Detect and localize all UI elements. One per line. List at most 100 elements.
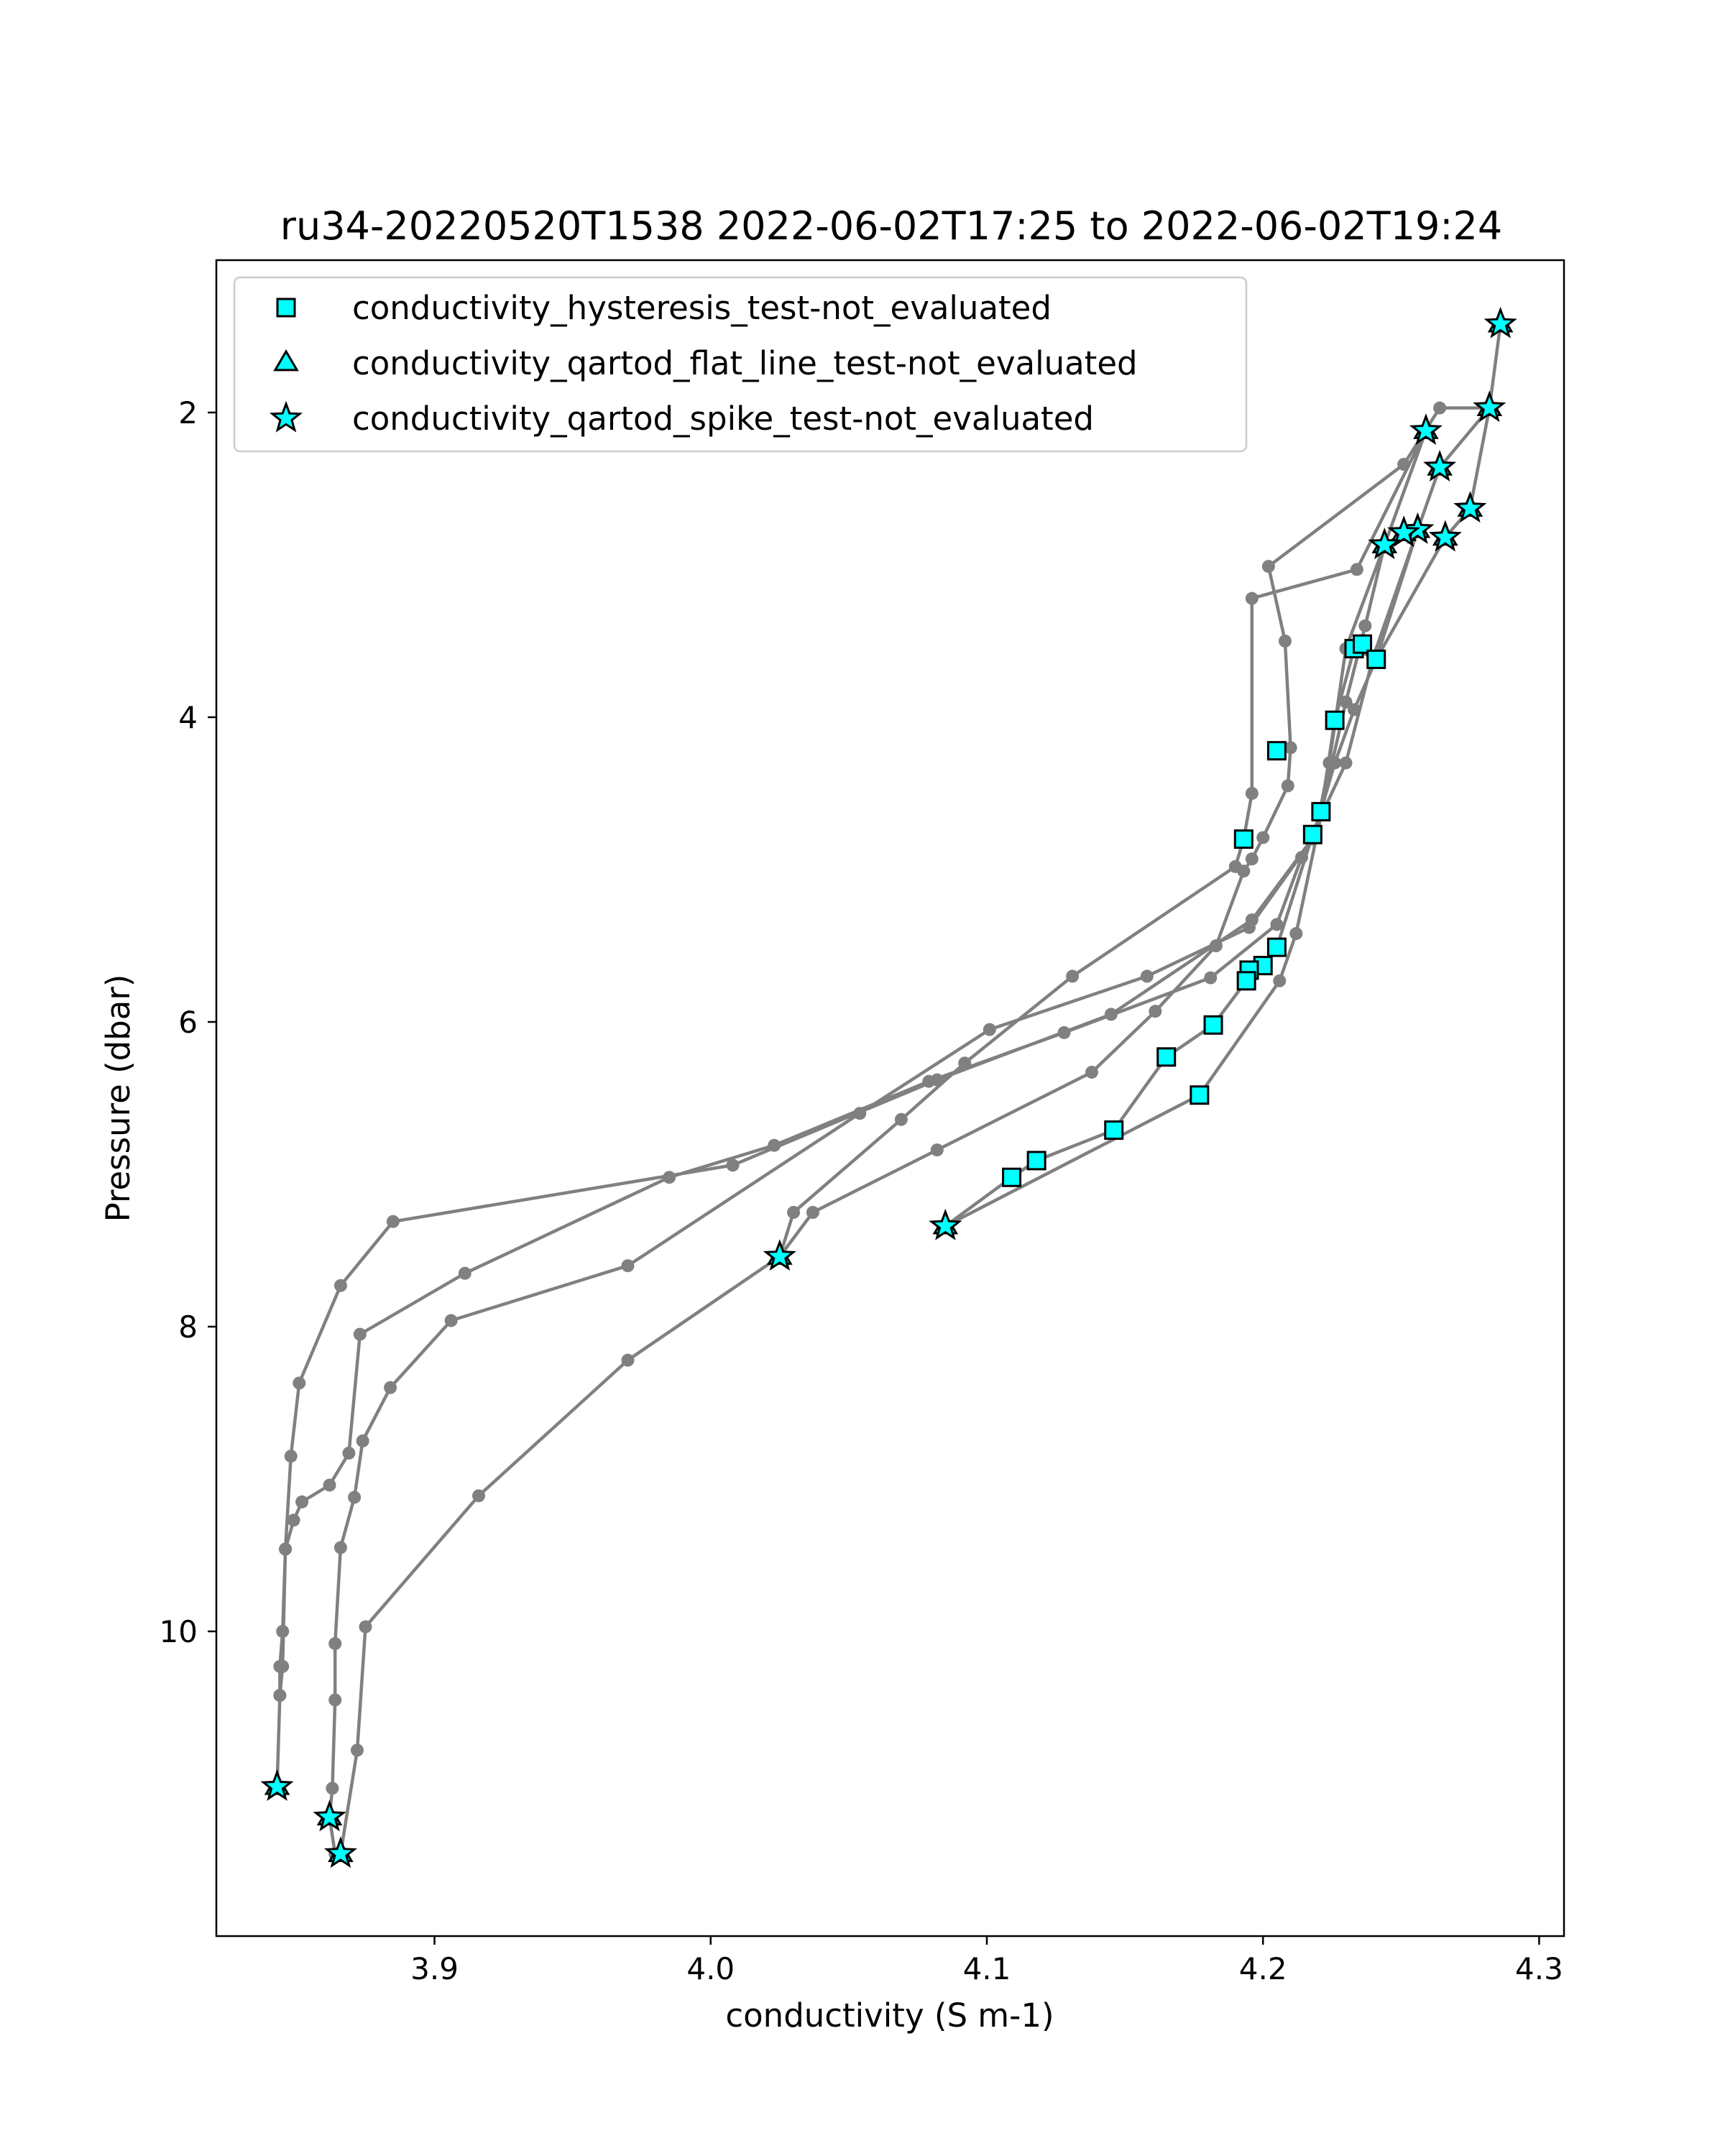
profile-point bbox=[1228, 860, 1242, 873]
y-axis-label: Pressure (dbar) bbox=[99, 975, 137, 1222]
x-tick-label: 4.2 bbox=[1239, 1951, 1287, 1986]
y-tick-label: 8 bbox=[178, 1309, 198, 1345]
profile-point bbox=[295, 1495, 309, 1508]
legend-entry: conductivity_qartod_spike_test-not_evalu… bbox=[269, 400, 1094, 438]
profile-point bbox=[356, 1434, 369, 1447]
profile-line bbox=[275, 322, 1502, 1856]
profile-point bbox=[458, 1266, 472, 1280]
profile-point bbox=[1328, 756, 1342, 770]
square-marker bbox=[1203, 1015, 1223, 1035]
series-square bbox=[1002, 634, 1386, 1187]
profile-point bbox=[328, 1693, 342, 1707]
profile-point bbox=[1284, 741, 1297, 755]
profile-point bbox=[1104, 1008, 1118, 1021]
profile-point bbox=[1245, 591, 1259, 605]
profile-point bbox=[1245, 852, 1259, 866]
profile-point bbox=[444, 1314, 458, 1327]
profile-point bbox=[983, 1023, 996, 1036]
profile-point bbox=[276, 1659, 290, 1673]
x-tick-label: 4.0 bbox=[686, 1951, 735, 1986]
profile-point bbox=[1347, 703, 1361, 717]
profile-point bbox=[342, 1446, 356, 1460]
star-marker bbox=[260, 1769, 294, 1801]
profile-point bbox=[276, 1625, 290, 1638]
square-marker bbox=[1302, 824, 1322, 844]
star-marker bbox=[1428, 520, 1462, 552]
profile-point bbox=[1242, 921, 1256, 934]
profile-point bbox=[894, 1112, 908, 1126]
profile-point bbox=[1245, 787, 1259, 800]
chart-title: ru34-20220520T1538 2022-06-02T17:25 to 2… bbox=[280, 203, 1502, 249]
profile-point bbox=[348, 1491, 362, 1504]
profile-point bbox=[930, 1143, 944, 1157]
profile-point bbox=[323, 1478, 336, 1492]
profile-point bbox=[350, 1743, 364, 1757]
y-tick-label: 2 bbox=[178, 395, 198, 430]
square-marker bbox=[1366, 649, 1386, 669]
square-marker bbox=[1002, 1167, 1022, 1187]
y-tick-label: 10 bbox=[160, 1614, 198, 1649]
profile-point bbox=[1204, 971, 1218, 985]
star-marker bbox=[929, 1208, 962, 1240]
profile-point bbox=[1261, 560, 1275, 573]
profile-point bbox=[1256, 831, 1270, 844]
profile-point bbox=[1085, 1065, 1098, 1079]
profile-point bbox=[384, 1381, 397, 1394]
square-marker bbox=[1266, 937, 1287, 957]
square-marker bbox=[1236, 971, 1256, 991]
profile-point bbox=[353, 1327, 367, 1341]
profile-point bbox=[334, 1541, 347, 1554]
profile-point bbox=[284, 1450, 298, 1463]
square-marker bbox=[1325, 710, 1345, 730]
profile-point bbox=[287, 1514, 300, 1527]
legend-frame bbox=[233, 276, 1248, 453]
legend-label: conductivity_qartod_spike_test-not_evalu… bbox=[352, 400, 1094, 438]
profile-point bbox=[1397, 458, 1411, 471]
y-tick-label: 6 bbox=[178, 1005, 198, 1040]
plot-frame bbox=[215, 259, 1565, 1938]
square-marker bbox=[1311, 801, 1331, 821]
profile-point bbox=[386, 1215, 400, 1228]
star-marker bbox=[1368, 528, 1402, 560]
profile-point bbox=[1350, 563, 1363, 576]
profile-point bbox=[472, 1489, 486, 1503]
profile-point bbox=[1057, 1026, 1071, 1039]
star-marker bbox=[1423, 449, 1457, 482]
legend-star-marker bbox=[269, 400, 303, 433]
profile-point bbox=[1066, 969, 1080, 983]
square-marker bbox=[1190, 1085, 1210, 1105]
profile-point bbox=[1339, 695, 1353, 709]
profile-point bbox=[853, 1107, 867, 1120]
y-tick-label: 4 bbox=[178, 700, 198, 735]
profile-point bbox=[1273, 974, 1287, 987]
profile-point bbox=[806, 1206, 819, 1219]
square-marker bbox=[1353, 634, 1373, 654]
square-marker bbox=[1156, 1047, 1177, 1067]
star-marker bbox=[323, 1836, 357, 1869]
star-marker bbox=[763, 1239, 796, 1271]
profile-point bbox=[1209, 939, 1223, 952]
legend-entry: conductivity_qartod_flat_line_test-not_e… bbox=[273, 344, 1138, 382]
profile-point bbox=[273, 1689, 287, 1703]
profile-point bbox=[922, 1074, 936, 1088]
square-marker bbox=[1233, 829, 1254, 849]
legend-triangle-marker bbox=[273, 349, 299, 372]
profile-point bbox=[768, 1138, 781, 1152]
profile-point bbox=[1294, 851, 1308, 865]
legend-entry: conductivity_hysteresis_test-not_evaluat… bbox=[276, 289, 1052, 327]
profile-point bbox=[621, 1353, 635, 1367]
x-axis-label: conductivity (S m-1) bbox=[725, 1996, 1054, 2035]
profile-point bbox=[334, 1279, 347, 1292]
profile-point bbox=[359, 1620, 372, 1634]
series-star bbox=[260, 306, 1517, 1869]
profile-point bbox=[1433, 401, 1447, 415]
star-marker bbox=[313, 1800, 346, 1832]
square-marker bbox=[1026, 1151, 1046, 1171]
profile-point bbox=[1149, 1005, 1162, 1018]
legend-label: conductivity_hysteresis_test-not_evaluat… bbox=[352, 289, 1052, 327]
square-marker bbox=[1104, 1120, 1124, 1141]
star-marker bbox=[1453, 491, 1487, 523]
star-marker bbox=[1473, 390, 1506, 423]
profile-point bbox=[663, 1171, 676, 1184]
